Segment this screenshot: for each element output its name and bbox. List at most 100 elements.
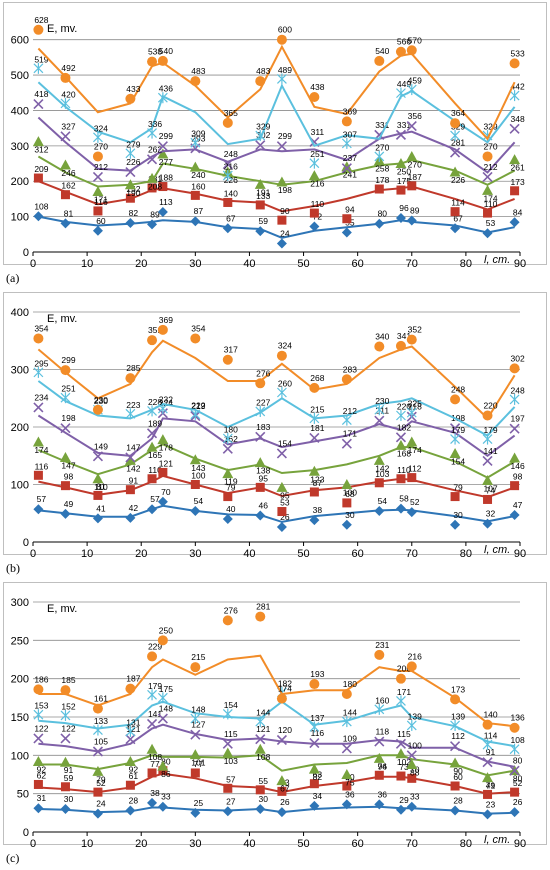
- series-1-data-label: 23: [486, 799, 496, 809]
- series-3-data-label: 86: [161, 769, 171, 779]
- series-4-data-label: 183: [256, 422, 270, 432]
- series-1-data-label: 87: [194, 206, 204, 216]
- series-2-point: [255, 785, 265, 795]
- series-6-point: [33, 684, 44, 695]
- series-3-data-label: 198: [278, 185, 292, 195]
- series-5-data-label: 139: [451, 711, 465, 721]
- series-6-data-label: 365: [224, 108, 238, 118]
- series-3-data-label: 90: [453, 766, 463, 776]
- x-tick-label: 20: [135, 548, 147, 560]
- series-4-point: [406, 750, 417, 761]
- series-6-point: [92, 151, 103, 162]
- series-3-data-label: 101: [191, 758, 205, 768]
- series-1-point: [482, 228, 493, 239]
- series-5-point: [255, 716, 266, 728]
- series-5-data-label: 133: [94, 716, 108, 726]
- marker-stroke: [374, 415, 385, 426]
- series-1-point: [157, 207, 168, 218]
- series-1-data-label: 28: [453, 796, 463, 806]
- series-3-point: [254, 457, 266, 468]
- x-tick-label: 50: [297, 838, 309, 850]
- series-1-data-label: 67: [453, 213, 463, 223]
- series-6-point: [374, 649, 385, 660]
- series-5-data-label: 222: [191, 400, 205, 410]
- series-4-data-label: 311: [311, 127, 325, 137]
- series-6-data-label: 229: [148, 641, 162, 651]
- series-5-data-label: 212: [343, 406, 357, 416]
- series-3-point: [373, 454, 385, 465]
- series-2-point: [33, 779, 43, 789]
- series-1-data-label: 30: [64, 794, 74, 804]
- series-5-point: [33, 709, 44, 721]
- series-1-point: [92, 808, 103, 819]
- series-2-point: [158, 182, 168, 192]
- series-5-data-label: 248: [510, 385, 524, 395]
- series-3-point: [92, 765, 104, 776]
- series-1-data-label: 113: [159, 197, 173, 207]
- series-5-data-label: 251: [310, 149, 324, 159]
- series-3-data-label: 75: [345, 778, 355, 788]
- series-6-point: [482, 719, 493, 730]
- series-2-point: [33, 470, 43, 480]
- x-tick-label: 30: [189, 548, 201, 560]
- series-3-data-label: 138: [256, 466, 270, 476]
- series-3-data-label: 100: [343, 488, 357, 498]
- series-2-point: [483, 789, 493, 799]
- series-4-point: [33, 733, 44, 744]
- series-1-point: [190, 807, 201, 818]
- series-4-point: [374, 736, 385, 747]
- y-tick-label: 300: [11, 597, 29, 609]
- series-5-data-label: 216: [224, 162, 238, 172]
- y-tick-label: 150: [11, 712, 29, 724]
- series-3-point: [341, 769, 353, 779]
- series-5-point: [341, 414, 352, 426]
- series-1-point: [125, 217, 136, 228]
- series-5-point: [482, 739, 493, 751]
- series-4-point: [255, 140, 266, 151]
- x-tick-label: 80: [460, 548, 472, 560]
- x-axis-title: l, cm.: [484, 254, 510, 266]
- series-4-point: [125, 734, 136, 745]
- series-4-point: [395, 129, 407, 140]
- series-1-point: [509, 807, 520, 818]
- series-1-point: [276, 522, 287, 533]
- series-4-point: [60, 733, 71, 744]
- series-2-point: [147, 183, 157, 193]
- series-2-point: [309, 779, 319, 789]
- series-4-data-label: 181: [310, 423, 324, 433]
- series-2-point: [147, 474, 157, 484]
- marker-stroke: [157, 713, 168, 724]
- series-5-point: [406, 719, 417, 731]
- series-3-point: [189, 161, 201, 172]
- series-5-point: [341, 716, 352, 728]
- series-1-point: [33, 803, 44, 814]
- series-4-point: [341, 163, 352, 174]
- series-5-point: [450, 433, 460, 445]
- x-tick-label: 90: [514, 838, 526, 850]
- series-1-data-label: 60: [96, 216, 106, 226]
- series-1-data-label: 31: [37, 793, 47, 803]
- marker-stroke: [482, 171, 493, 183]
- y-axis-title: E, mv.: [47, 313, 77, 325]
- series-3-point: [59, 756, 71, 767]
- series-3-data-label: 102: [397, 757, 411, 767]
- series-5-point: [396, 410, 406, 421]
- y-tick-label: 100: [11, 480, 29, 492]
- series-4-data-label: 80: [513, 756, 523, 766]
- series-3-point: [276, 775, 288, 786]
- series-5-point: [60, 709, 71, 721]
- series-4-data-label: 122: [61, 723, 75, 733]
- x-tick-label: 30: [189, 838, 201, 850]
- series-2-point: [190, 480, 200, 489]
- series-6-point: [309, 382, 320, 393]
- marker-stroke: [406, 750, 417, 761]
- series-2-point: [342, 498, 352, 508]
- series-2-point: [125, 780, 135, 790]
- series-5-point: [406, 407, 417, 419]
- series-3-point: [509, 452, 521, 463]
- series-6-data-label: 187: [126, 674, 140, 684]
- series-4-point: [276, 141, 287, 152]
- series-2-point: [342, 214, 352, 224]
- series-5-point: [125, 726, 136, 738]
- series-2-data-label: 62: [37, 770, 47, 780]
